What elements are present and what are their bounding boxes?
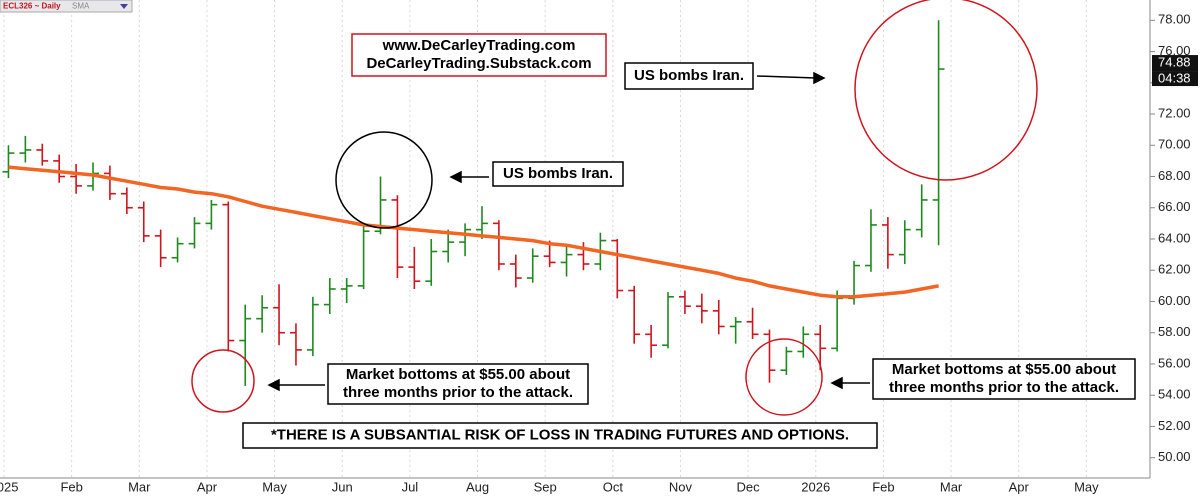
x-tick-label: Feb [872, 479, 894, 494]
last-price-box [1152, 55, 1198, 72]
annotation-box [872, 358, 1136, 400]
annotation-text: Market bottoms at $55.00 about [346, 366, 570, 383]
highlight-circle [191, 349, 255, 413]
countdown-label: 04:38 [1158, 70, 1191, 85]
x-tick-label: Apr [197, 479, 218, 494]
y-tick-label: 62.00 [1158, 262, 1191, 277]
x-tick-label: 2025 [0, 479, 18, 494]
highlight-circle [854, 0, 1038, 181]
y-tick-label: 54.00 [1158, 387, 1191, 402]
last-price-label: 74.88 [1158, 54, 1191, 69]
x-tick-label: Nov [669, 479, 693, 494]
annotation-text: three months prior to the attack. [889, 379, 1119, 396]
x-tick-label: Apr [1009, 479, 1030, 494]
x-tick-label: Oct [603, 479, 624, 494]
y-tick-label: 72.00 [1158, 105, 1191, 120]
y-tick-label: 52.00 [1158, 418, 1191, 433]
x-tick-label: Feb [60, 479, 82, 494]
y-tick-label: 50.00 [1158, 449, 1191, 464]
annotation-box [492, 161, 624, 187]
annotations: www.DeCarleyTrading.comDeCarleyTrading.S… [242, 33, 1136, 449]
y-tick-label: 56.00 [1158, 355, 1191, 370]
header: ECL326 ~ Daily SMA [0, 0, 133, 13]
x-tick-label: May [262, 479, 287, 494]
x-tick-label: Mar [128, 479, 151, 494]
legend-sma: SMA [72, 2, 90, 11]
annotation-text: www.DeCarleyTrading.com [382, 37, 576, 54]
y-tick-label: 68.00 [1158, 168, 1191, 183]
annotation-text: US bombs Iran. [634, 67, 744, 84]
annotation-text: three months prior to the attack. [343, 384, 573, 401]
sma-line [8, 165, 939, 299]
highlight-circle [335, 131, 433, 229]
annotation-box [351, 33, 607, 77]
arrow-head [830, 376, 843, 390]
x-tick-label: May [1074, 479, 1099, 494]
x-tick-label: Jul [402, 479, 419, 494]
dropdown-icon [120, 4, 128, 9]
price-bars [2, 20, 945, 386]
annotation-box [242, 422, 878, 449]
arrow-head [813, 71, 826, 85]
y-tick-label: 64.00 [1158, 230, 1191, 245]
highlight-circle [745, 338, 823, 416]
symbol: ECL326 ~ Daily [3, 2, 61, 11]
annotation-text: US bombs Iran. [503, 165, 613, 182]
annotation-box [624, 62, 754, 90]
x-tick-label: Aug [466, 479, 489, 494]
y-tick-label: 58.00 [1158, 324, 1191, 339]
arrow [756, 75, 817, 79]
arrow-head [449, 170, 462, 184]
x-tick-label: Dec [737, 479, 761, 494]
axes: 2025 Feb Mar Apr May Jun Jul Aug Sep Oct Nov Dec 202… [0, 12, 1198, 494]
y-tick-label: 78.00 [1158, 12, 1191, 27]
countdown-box [1152, 71, 1198, 87]
x-tick-label: Sep [534, 479, 557, 494]
arrows [267, 71, 870, 392]
y-tick-label: 66.00 [1158, 199, 1191, 214]
annotation-text: Market bottoms at $55.00 about [892, 361, 1116, 378]
y-tick-label: 70.00 [1158, 137, 1191, 152]
x-tick-label: 2026 [801, 479, 830, 494]
annotation-box [327, 363, 589, 405]
x-tick-label: Jun [332, 479, 353, 494]
arrow-head [267, 378, 280, 392]
header-box [0, 0, 133, 13]
annotation-text: DeCarleyTrading.Substack.com [366, 55, 591, 72]
y-tick-label: 60.00 [1158, 293, 1191, 308]
annotation-shapes [191, 0, 1038, 416]
annotation-text: *THERE IS A SUBSANTIAL RISK OF LOSS IN T… [271, 426, 849, 443]
y-tick-label: 76.00 [1158, 43, 1191, 58]
x-tick-label: Mar [940, 479, 963, 494]
